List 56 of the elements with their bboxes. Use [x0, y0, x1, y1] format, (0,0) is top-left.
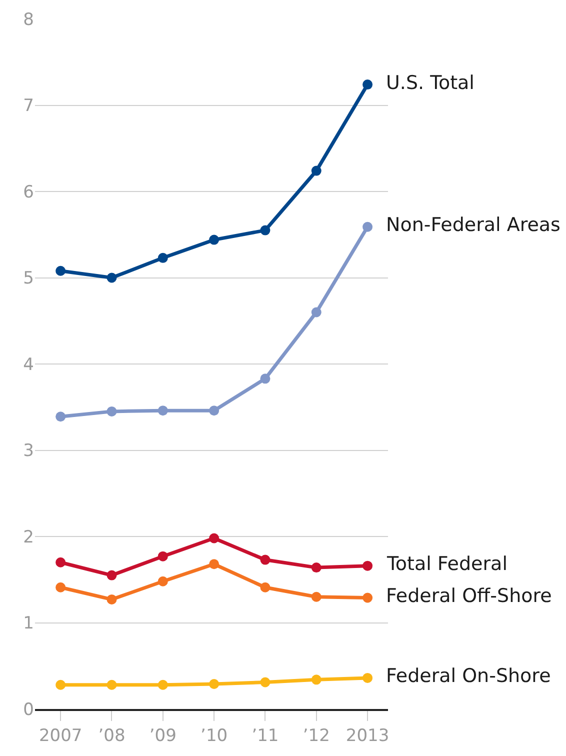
x-tick-label: 2007 — [38, 726, 82, 746]
point — [209, 406, 220, 416]
point — [106, 272, 117, 283]
point — [260, 554, 270, 565]
point — [158, 576, 168, 586]
point — [56, 266, 66, 276]
y-tick-label: 6 — [23, 182, 34, 202]
point — [260, 225, 270, 236]
point — [56, 680, 66, 690]
x-tick-label: 2013 — [346, 726, 390, 746]
point — [362, 560, 373, 571]
x-tick-label: ’09 — [149, 726, 176, 746]
point — [311, 562, 322, 573]
point — [56, 412, 66, 422]
point — [209, 533, 220, 544]
series-label: Non-Federal Areas — [386, 214, 560, 236]
x-tick-label: ’11 — [252, 726, 279, 746]
y-tick-label: 3 — [23, 441, 34, 462]
series-label: Total Federal — [386, 553, 508, 575]
point — [362, 672, 373, 683]
point — [260, 582, 270, 592]
point — [362, 80, 373, 90]
y-tick-label: 0 — [23, 700, 34, 720]
point — [311, 592, 322, 602]
point — [158, 406, 168, 416]
point — [260, 677, 270, 688]
point — [106, 570, 117, 580]
point — [158, 252, 168, 263]
point — [56, 557, 66, 568]
point — [158, 680, 168, 690]
series-label: U.S. Total — [386, 72, 474, 94]
point — [158, 551, 168, 562]
x-tick-label: ’12 — [302, 726, 330, 746]
point — [362, 222, 373, 232]
point — [209, 559, 220, 570]
x-tick-label: ’08 — [98, 726, 126, 746]
series-label: Federal Off-Shore — [386, 585, 552, 607]
point — [209, 678, 220, 689]
point — [209, 234, 220, 245]
y-tick-label: 8 — [23, 10, 34, 30]
y-tick-label: 5 — [23, 268, 34, 289]
y-tick-label: 7 — [23, 96, 34, 116]
y-tick-label: 4 — [23, 354, 34, 375]
point — [106, 406, 117, 416]
point — [56, 582, 66, 592]
point — [106, 594, 117, 604]
series-label: Federal On-Shore — [386, 665, 551, 687]
point — [311, 674, 322, 685]
point — [311, 166, 322, 176]
y-tick-label: 2 — [23, 527, 34, 548]
point — [311, 307, 322, 318]
point — [106, 680, 117, 690]
point — [260, 374, 270, 384]
point — [362, 592, 373, 603]
x-tick-label: ’10 — [200, 726, 228, 746]
y-tick-label: 1 — [23, 614, 34, 634]
